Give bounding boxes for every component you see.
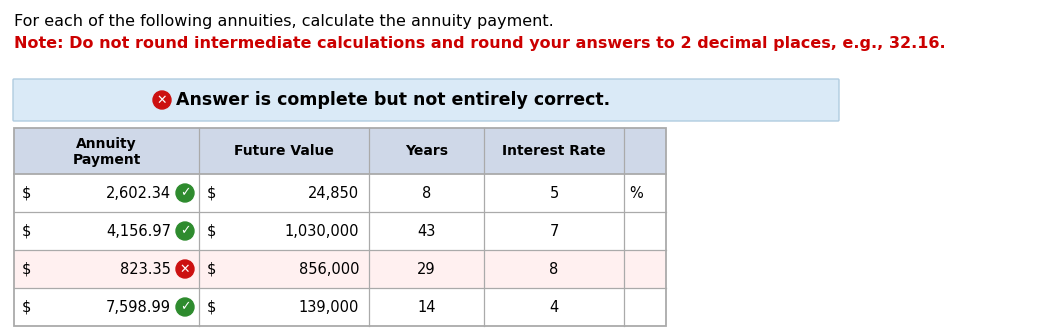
Circle shape (177, 222, 194, 240)
Text: Answer is complete but not entirely correct.: Answer is complete but not entirely corr… (177, 91, 610, 109)
Text: $: $ (22, 185, 32, 201)
Text: 5: 5 (550, 185, 559, 201)
Text: %: % (629, 185, 643, 201)
Text: 1,030,000: 1,030,000 (284, 223, 359, 239)
Text: 7: 7 (550, 223, 559, 239)
Text: 24,850: 24,850 (308, 185, 359, 201)
Circle shape (177, 184, 194, 202)
Text: 7,598.99: 7,598.99 (106, 299, 171, 314)
Text: 29: 29 (418, 261, 435, 277)
Text: 4: 4 (550, 299, 559, 314)
Text: $: $ (207, 185, 217, 201)
Text: $: $ (22, 261, 32, 277)
FancyBboxPatch shape (14, 174, 666, 212)
Text: $: $ (207, 299, 217, 314)
Text: 8: 8 (550, 261, 559, 277)
Text: ✕: ✕ (180, 262, 190, 276)
Text: 856,000: 856,000 (298, 261, 359, 277)
Text: 2,602.34: 2,602.34 (106, 185, 171, 201)
Circle shape (153, 91, 171, 109)
FancyBboxPatch shape (14, 128, 666, 174)
Text: 43: 43 (418, 223, 435, 239)
Text: Years: Years (405, 144, 448, 158)
Text: ✓: ✓ (180, 300, 190, 313)
Text: Annuity: Annuity (76, 137, 136, 151)
FancyBboxPatch shape (14, 250, 666, 288)
Text: Future Value: Future Value (234, 144, 334, 158)
Text: For each of the following annuities, calculate the annuity payment.: For each of the following annuities, cal… (14, 14, 554, 29)
Bar (14, 128, 666, 326)
Text: 139,000: 139,000 (299, 299, 359, 314)
Text: Note: Do not round intermediate calculations and round your answers to 2 decimal: Note: Do not round intermediate calculat… (14, 36, 946, 51)
Circle shape (177, 260, 194, 278)
Text: $: $ (22, 299, 32, 314)
FancyBboxPatch shape (14, 212, 666, 250)
Text: $: $ (22, 223, 32, 239)
Text: Interest Rate: Interest Rate (502, 144, 606, 158)
Text: 4,156.97: 4,156.97 (106, 223, 171, 239)
Text: ✓: ✓ (180, 224, 190, 238)
Text: $: $ (207, 223, 217, 239)
Circle shape (177, 298, 194, 316)
Text: ✕: ✕ (156, 93, 167, 107)
Text: 14: 14 (418, 299, 435, 314)
Text: 8: 8 (422, 185, 431, 201)
Text: 823.35: 823.35 (120, 261, 171, 277)
FancyBboxPatch shape (14, 288, 666, 326)
Text: ✓: ✓ (180, 186, 190, 200)
FancyBboxPatch shape (13, 79, 839, 121)
Text: $: $ (207, 261, 217, 277)
Text: Payment: Payment (72, 153, 141, 167)
